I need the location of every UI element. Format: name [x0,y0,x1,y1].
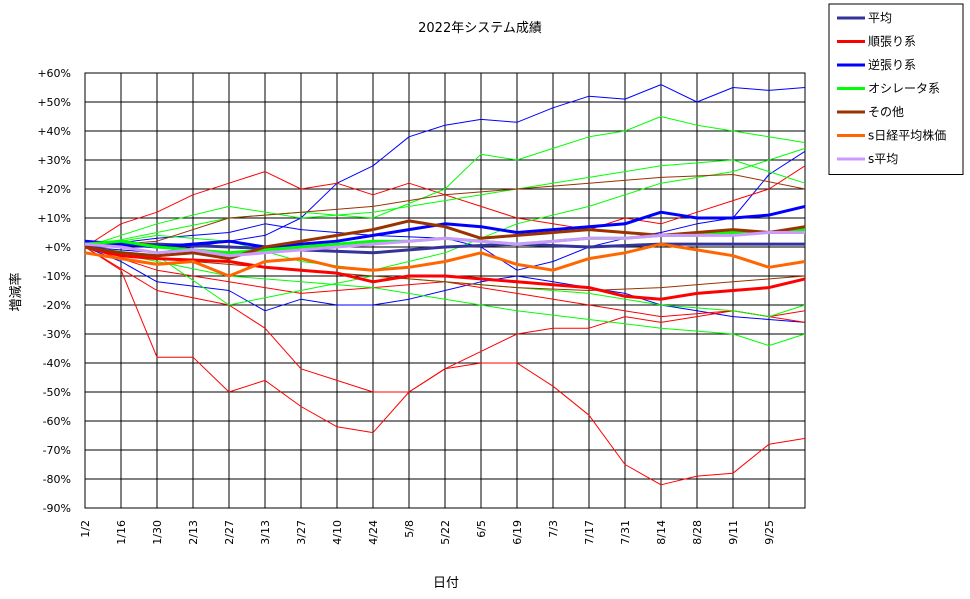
x-tick-label: 7/3 [547,520,560,538]
component-series-line-3 [84,150,806,271]
x-tick-label: 3/27 [295,520,308,545]
x-tick-label: 6/19 [511,520,524,545]
y-tick-label: -10% [43,270,71,283]
y-tick-label: -60% [43,415,71,428]
legend-label: 順張り系 [868,35,916,49]
component-series-line-13 [84,174,806,248]
component-series-line-9 [84,246,806,347]
chart-title: 2022年システム成績 [418,21,542,36]
component-series-line-10 [84,159,806,248]
component-series-line-1 [84,84,806,254]
y-tick-label: -30% [43,328,71,341]
component-series-line-5 [84,246,806,393]
y-tick-label: -50% [43,386,71,399]
x-tick-label: 4/10 [331,520,344,545]
x-tick-label: 8/28 [691,520,704,545]
x-tick-label: 2/13 [187,520,200,545]
y-tick-label: -40% [43,357,71,370]
aggregate-series-group [84,204,806,301]
aggregate-series-line-2 [84,245,806,301]
x-tick-label: 2/27 [223,520,236,545]
component-series-line-14 [84,246,806,291]
legend-label: 平均 [868,11,892,25]
aggregate-series-line-5 [84,219,806,261]
x-tick-label: 1/16 [115,520,128,545]
aggregate-series-line-7 [84,231,805,258]
aggregate-series-line-3 [84,204,806,249]
legend-label: s日経平均株価 [868,128,946,143]
legend-label: オシレータ系 [868,82,940,96]
y-tick-label: +30% [37,154,71,167]
legend-label: 逆張り系 [868,57,916,72]
aggregate-series-line-1 [84,242,805,255]
legend-label: その他 [868,105,904,119]
y-tick-label: -90% [43,502,71,515]
y-tick-label: +60% [37,67,71,80]
y-tick-label: -20% [43,299,71,312]
legend-label: s平均 [868,152,898,166]
x-tick-label: 7/31 [619,520,632,545]
x-axis-label: 日付 [433,576,459,591]
y-tick-label: -70% [43,444,71,457]
y-axis-ticks: +60% +50% +40% +30% +20% +10% +0% -10% -20% -30% -… [37,67,71,515]
y-tick-label: -80% [43,473,71,486]
x-tick-label: 4/24 [367,520,380,545]
x-tick-label: 1/2 [79,520,92,538]
x-tick-label: 1/30 [151,520,164,545]
x-tick-label: 7/17 [583,520,596,545]
component-series-line-2 [84,246,806,323]
y-tick-label: +50% [37,96,71,109]
x-axis-ticks: 1/2 1/16 1/30 2/13 2/27 3/13 3/27 4/10 4/24 5/8 5/… [79,520,776,545]
y-tick-label: +10% [37,212,71,225]
y-tick-label: +20% [37,183,71,196]
x-tick-label: 5/8 [403,520,416,538]
x-tick-label: 9/25 [763,520,776,545]
component-series-group [84,84,806,486]
x-tick-label: 3/13 [259,520,272,545]
y-axis-label: 増減率 [8,272,24,311]
x-tick-label: 6/5 [475,520,488,538]
x-tick-label: 8/14 [655,520,668,545]
y-tick-label: +40% [37,125,71,138]
y-tick-label: +0% [44,241,71,254]
aggregate-series-line-6 [84,242,806,278]
x-tick-label: 5/22 [439,520,452,545]
x-tick-label: 9/11 [727,520,740,545]
